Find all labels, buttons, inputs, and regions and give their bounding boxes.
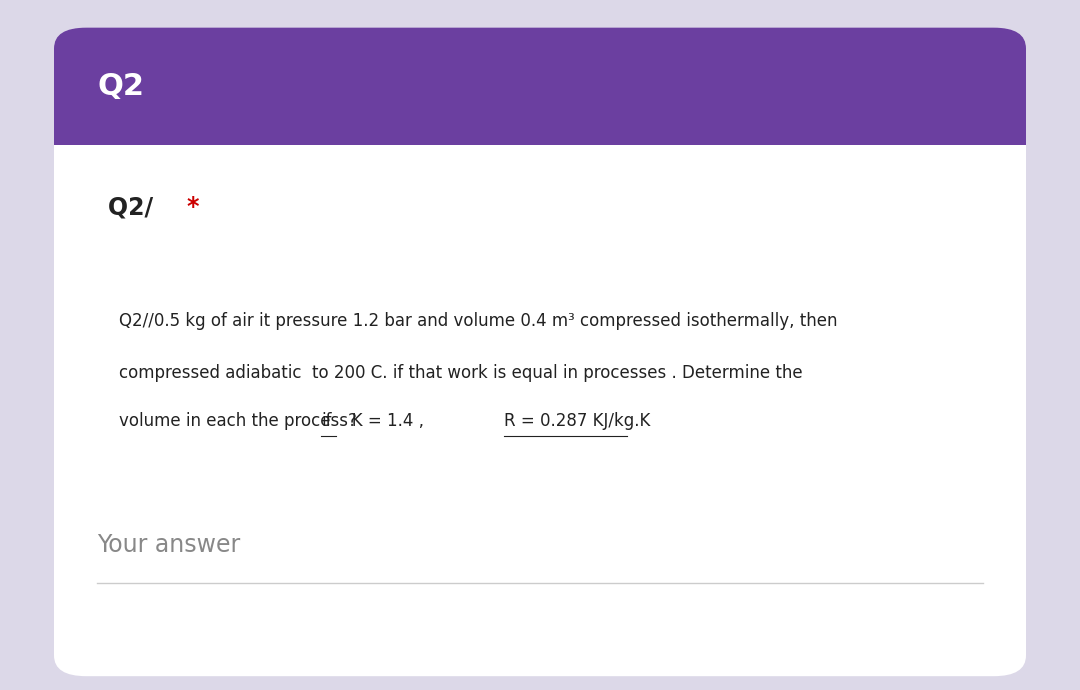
Text: Q2/: Q2/: [108, 195, 161, 219]
Text: K = 1.4 ,: K = 1.4 ,: [336, 412, 423, 430]
Text: Q2: Q2: [97, 72, 145, 101]
Text: *: *: [187, 195, 200, 219]
FancyBboxPatch shape: [54, 28, 1026, 145]
Text: R = 0.287 KJ/kg.K: R = 0.287 KJ/kg.K: [503, 412, 650, 430]
Text: if: if: [322, 412, 332, 430]
FancyBboxPatch shape: [54, 28, 1026, 676]
Text: Q2//0.5 kg of air it pressure 1.2 bar and volume 0.4 m³ compressed isothermally,: Q2//0.5 kg of air it pressure 1.2 bar an…: [119, 312, 837, 330]
Text: volume in each the process?: volume in each the process?: [119, 412, 362, 430]
Text: Your answer: Your answer: [97, 533, 241, 557]
Bar: [54, 92, 1026, 145]
Text: compressed adiabatic  to 200 C. if that work is equal in processes . Determine t: compressed adiabatic to 200 C. if that w…: [119, 364, 802, 382]
